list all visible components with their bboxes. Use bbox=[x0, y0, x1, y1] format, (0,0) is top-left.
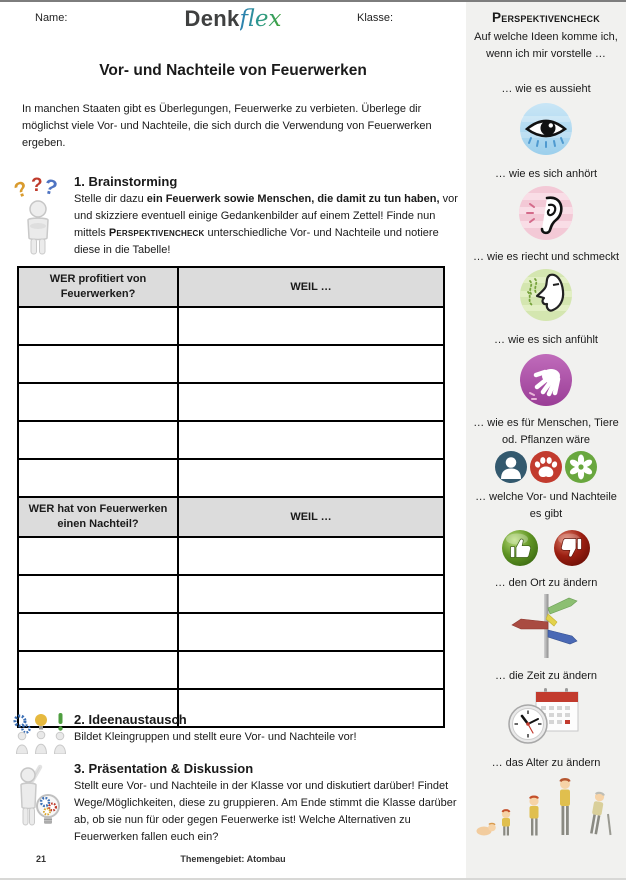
table-empty-cell bbox=[17, 650, 179, 690]
page-top-border bbox=[0, 0, 626, 2]
table-empty-cell bbox=[177, 650, 445, 690]
table-empty-cell bbox=[177, 306, 445, 346]
table-empty-cell bbox=[177, 688, 445, 728]
paw-icon bbox=[530, 451, 562, 483]
table-row bbox=[17, 458, 445, 498]
svg-text:?: ? bbox=[12, 177, 31, 203]
table-empty-cell bbox=[17, 458, 179, 498]
sidebar-item-label-aussieht: … wie es aussieht bbox=[501, 83, 591, 95]
presenter-lightbulb-icon bbox=[12, 759, 74, 835]
pros-who-header: WER profitiert von Feuerwerken? bbox=[17, 266, 179, 308]
ideenaustausch-body: Bildet Kleingruppen und stellt eure Vor-… bbox=[74, 731, 357, 743]
worksheet-page: Name: Denkflex Klasse: Vor- und Nachteil… bbox=[0, 2, 466, 878]
clock-calendar-icon bbox=[508, 687, 584, 745]
table-empty-cell bbox=[17, 612, 179, 652]
sidebar-item-label-zeit: … die Zeit zu ändern bbox=[494, 670, 598, 682]
table-empty-cell bbox=[17, 688, 179, 728]
sidebar-title: Perspektivencheck bbox=[492, 10, 600, 25]
table-row bbox=[17, 420, 445, 460]
cons-who-header: WER hat von Feuerwerken einen Nachteil? bbox=[17, 496, 179, 538]
pros-weil-header: WEIL … bbox=[177, 266, 445, 308]
name-label: Name: bbox=[35, 12, 68, 24]
page-bottom-border bbox=[0, 878, 626, 880]
table-row bbox=[17, 382, 445, 422]
table-empty-cell bbox=[17, 344, 179, 384]
praesentation-body: Stellt eure Vor- und Nachteile in der Kl… bbox=[74, 780, 457, 843]
table-header-row-cons: WER hat von Feuerwerken einen Nachteil? … bbox=[17, 496, 445, 538]
table-empty-cell bbox=[177, 420, 445, 460]
thumbs-up-down-icons bbox=[501, 529, 591, 567]
pros-cons-table: WER profitiert von Feuerwerken? WEIL … W… bbox=[17, 266, 445, 728]
cons-weil-header: WEIL … bbox=[177, 496, 445, 538]
page-title: Vor- und Nachteile von Feuerwerken bbox=[99, 62, 367, 79]
table-empty-cell bbox=[17, 306, 179, 346]
table-row bbox=[17, 306, 445, 346]
table-empty-cell bbox=[177, 382, 445, 422]
table-empty-cell bbox=[17, 420, 179, 460]
sidebar-subtitle: Auf welche Ideen komme ich, wenn ich mir… bbox=[474, 31, 618, 60]
table-header-row-pros: WER profitiert von Feuerwerken? WEIL … bbox=[17, 266, 445, 308]
denkflex-logo: Denkflex bbox=[0, 6, 466, 32]
ear-icon bbox=[518, 185, 574, 241]
sidebar-item-label-anfuehlt: … wie es sich anfühlt bbox=[494, 334, 598, 346]
table-empty-cell bbox=[177, 458, 445, 498]
section-praesentation: 3. Präsentation & Diskussion Stellt eure… bbox=[12, 759, 462, 846]
flower-icon bbox=[565, 451, 597, 483]
person-icon bbox=[495, 451, 527, 483]
ideenaustausch-heading: 2. Ideenaustausch bbox=[74, 712, 187, 727]
table-empty-cell bbox=[177, 344, 445, 384]
table-row bbox=[17, 650, 445, 690]
page-number: 21 bbox=[36, 854, 47, 864]
logo-text-denk: Denk bbox=[184, 6, 240, 31]
aging-figures-icon bbox=[471, 772, 621, 838]
table-row bbox=[17, 574, 445, 614]
table-row bbox=[17, 688, 445, 728]
idea-exchange-figures-icon bbox=[12, 710, 74, 754]
table-empty-cell bbox=[177, 574, 445, 614]
table-row bbox=[17, 536, 445, 576]
sidebar-item-label-riecht: … wie es riecht und schmeckt bbox=[472, 251, 620, 263]
table-empty-cell bbox=[177, 612, 445, 652]
brainstorming-body: Stelle dir dazu ein Feuerwerk sowie Mens… bbox=[74, 193, 458, 256]
praesentation-heading: 3. Präsentation & Diskussion bbox=[74, 761, 254, 776]
logo-text-flex: flex bbox=[239, 6, 282, 32]
svg-text:?: ? bbox=[42, 175, 60, 200]
section-ideenaustausch: 2. Ideenaustausch Bildet Kleingruppen un… bbox=[12, 710, 462, 754]
thumbs-up-icon bbox=[502, 530, 538, 566]
question-marks-figure-icon: ? ? ? bbox=[12, 172, 74, 256]
table-row bbox=[17, 612, 445, 652]
signpost-icon bbox=[504, 592, 588, 662]
footer-topic: Themengebiet: Atombau bbox=[180, 854, 286, 864]
klasse-label: Klasse: bbox=[357, 12, 394, 24]
eye-icon bbox=[519, 102, 573, 156]
sidebar-item-label-ort: … den Ort zu ändern bbox=[494, 577, 598, 589]
section-brainstorming: ? ? ? 1. Brainstorming Stelle dir dazu e… bbox=[12, 172, 462, 259]
perspective-sidebar: Perspektivencheck Auf welche Ideen komme… bbox=[466, 2, 626, 878]
sidebar-item-label-menschen-tiere: … wie es für Menschen, Tiere od. Pflanze… bbox=[473, 417, 619, 446]
table-empty-cell bbox=[17, 382, 179, 422]
table-empty-cell bbox=[17, 574, 179, 614]
nose-smell-icon bbox=[519, 268, 573, 322]
svg-text:?: ? bbox=[31, 175, 43, 196]
sidebar-item-label-vor-nachteile: … welche Vor- und Nachteile es gibt bbox=[475, 491, 617, 520]
intro-paragraph: In manchen Staaten gibt es Überlegungen,… bbox=[22, 103, 432, 149]
touch-hand-icon bbox=[519, 353, 573, 407]
sidebar-item-label-anhoert: … wie es sich anhört bbox=[494, 168, 598, 180]
table-empty-cell bbox=[177, 536, 445, 576]
thumbs-down-icon bbox=[554, 530, 590, 566]
table-empty-cell bbox=[17, 536, 179, 576]
brainstorming-heading: 1. Brainstorming bbox=[74, 174, 178, 189]
table-row bbox=[17, 344, 445, 384]
person-paw-flower-icons bbox=[495, 451, 597, 483]
sidebar-item-label-alter: … das Alter zu ändern bbox=[491, 757, 601, 769]
